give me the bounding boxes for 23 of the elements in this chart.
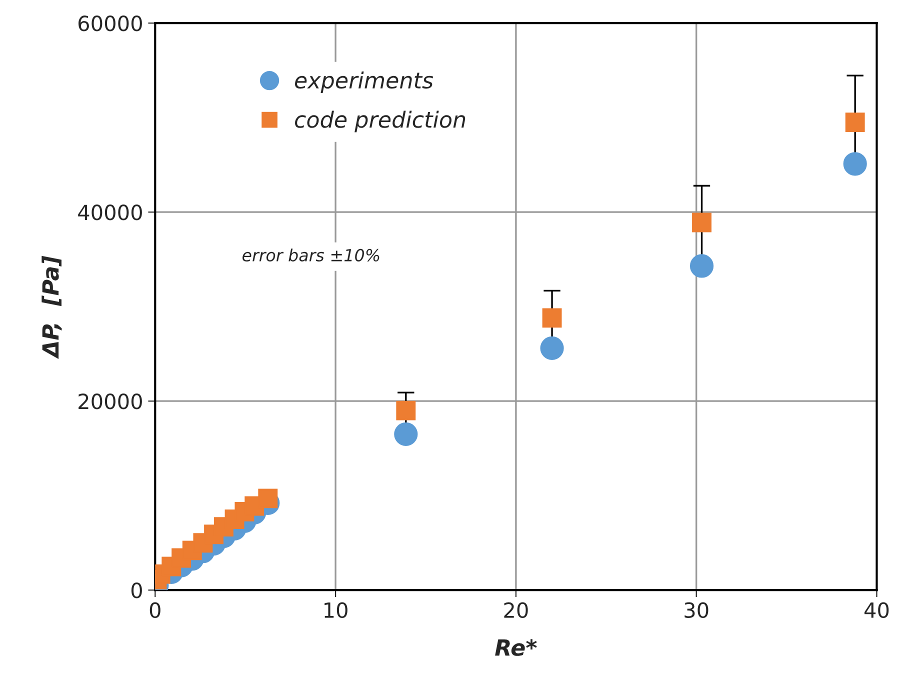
point: [692, 212, 712, 232]
annotation: error bars ±10%: [242, 248, 380, 262]
point: [690, 254, 714, 278]
x-tick-label: 40: [864, 602, 889, 618]
legend-label: code prediction: [294, 110, 466, 132]
y-tick-label: 60000: [78, 16, 142, 32]
point: [396, 400, 416, 420]
point: [258, 488, 278, 508]
point: [843, 152, 867, 176]
point: [540, 336, 564, 360]
y-tick-label: 20000: [78, 394, 142, 410]
x-tick-label: 0: [150, 602, 160, 618]
x-tick-label: 10: [324, 602, 348, 618]
point: [394, 422, 418, 446]
x-tick-label: 20: [504, 602, 528, 618]
y-tick-label: 0: [131, 582, 142, 598]
y-tick-label: 40000: [78, 204, 142, 220]
point: [542, 308, 562, 328]
x-axis-title: Re*: [495, 639, 537, 656]
legend-label: experiments: [294, 71, 434, 93]
point: [845, 112, 865, 132]
x-tick-label: 30: [684, 602, 708, 618]
y-axis-title: ΔP, [Pa]: [42, 256, 62, 359]
